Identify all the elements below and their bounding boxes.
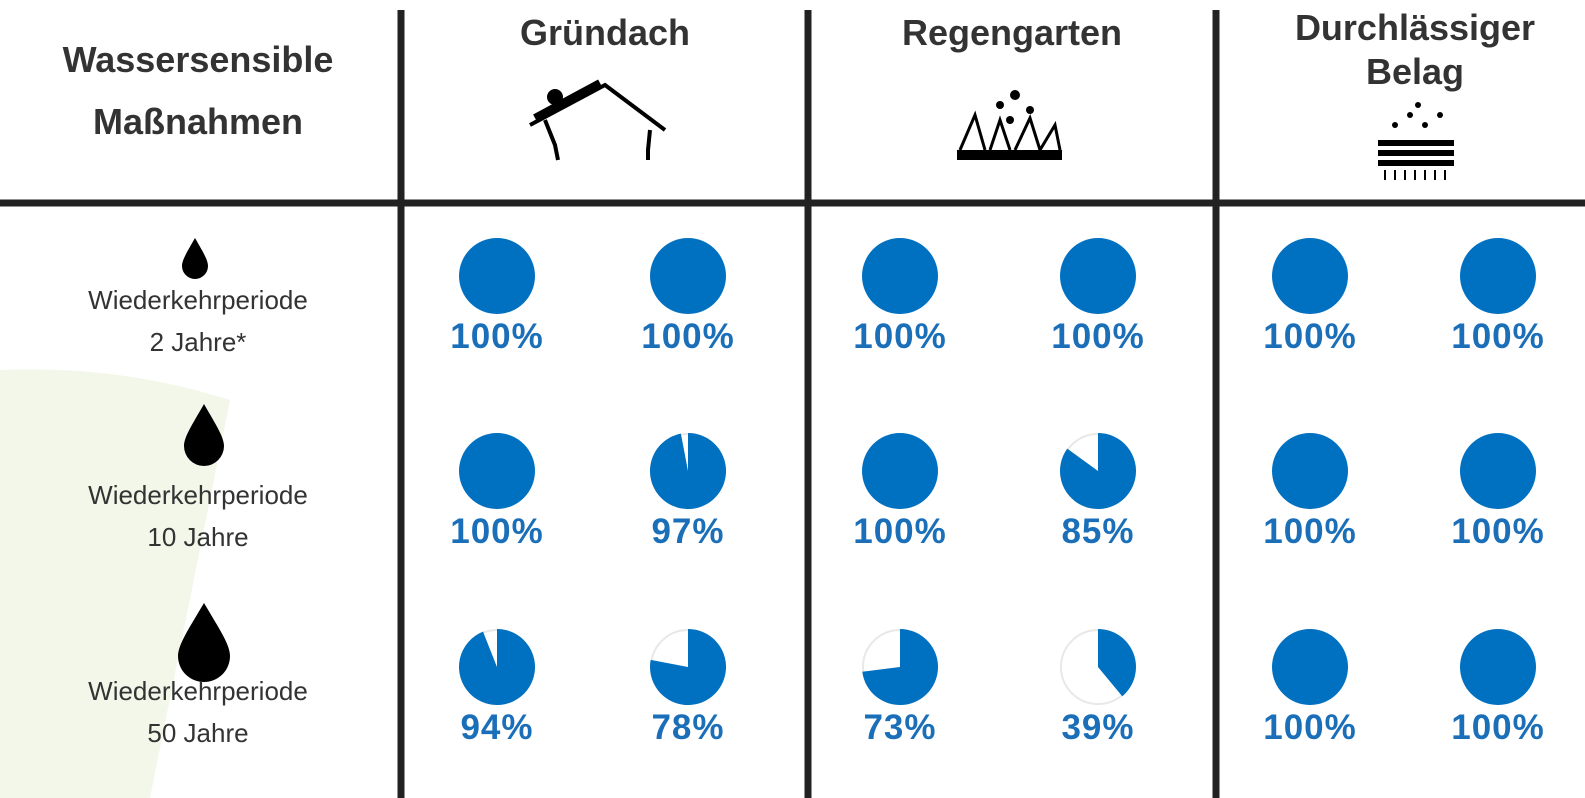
pie [459,238,535,314]
column-title: Regengarten [902,12,1122,53]
percent-label: 100% [1263,512,1357,551]
pie [650,238,726,314]
percent-label: 97% [651,512,724,551]
header-title: Maßnahmen [93,101,303,142]
drop-icon [182,238,208,279]
row-label: Wiederkehrperiode [88,285,308,315]
percent-label: 100% [450,317,544,356]
percent-label: 85% [1061,512,1134,551]
pie [650,629,726,705]
pie [862,629,938,705]
percent-label: 73% [863,708,936,747]
pie [459,433,535,509]
percent-label: 100% [853,512,947,551]
row-label: 10 Jahre [147,522,248,552]
pie [862,238,938,314]
row-label: 50 Jahre [147,718,248,748]
green-roof-icon [529,79,667,161]
pie [1272,238,1348,314]
row-label: 2 Jahre* [150,327,247,357]
column-title: Gründach [520,12,690,53]
percent-label: 100% [1051,317,1145,356]
pie [1060,238,1136,314]
percent-label: 94% [460,708,533,747]
percent-label: 100% [1263,317,1357,356]
pie [1460,629,1536,705]
column-title: Belag [1366,51,1464,92]
drop-icon [184,404,224,466]
pie [650,433,727,509]
percent-label: 100% [1451,512,1545,551]
drop-icon [178,603,230,682]
percent-label: 100% [450,512,544,551]
header-title: Wassersensible [63,39,334,80]
pie [1272,433,1348,509]
background-shape [0,369,230,798]
percent-label: 100% [1451,708,1545,747]
rain-garden-icon [957,90,1062,160]
pie [1098,629,1136,697]
permeable-paving-icon [1378,102,1454,180]
percent-label: 100% [1451,317,1545,356]
percent-label: 100% [853,317,947,356]
pie [1460,238,1536,314]
pie [1060,433,1136,510]
percent-label: 39% [1061,708,1134,747]
column-title: Durchlässiger [1295,7,1535,48]
row-label: Wiederkehrperiode [88,676,308,706]
percent-label: 100% [1263,708,1357,747]
percent-label: 100% [641,317,735,356]
percent-label: 78% [651,708,724,747]
pie [1272,629,1348,705]
pie [1460,433,1536,509]
pie [459,628,536,705]
pie [862,433,938,509]
row-label: Wiederkehrperiode [88,480,308,510]
